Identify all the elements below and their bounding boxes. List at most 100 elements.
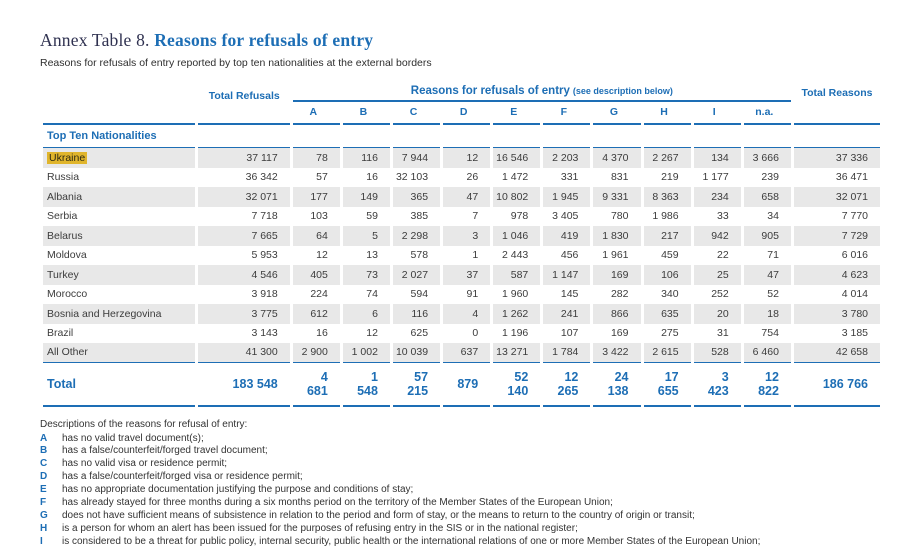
description-letter: B bbox=[40, 445, 48, 457]
reason-value-cell: 57 bbox=[316, 171, 328, 184]
total-reasons-cell: 4 014 bbox=[841, 288, 868, 301]
reason-value-cell: 978 bbox=[510, 210, 529, 223]
total-refusals-cell: 4 546 bbox=[197, 265, 290, 285]
total-reasons-cell: 37 336 bbox=[793, 148, 880, 168]
section-header-cell bbox=[593, 123, 641, 148]
reason-value-cell: 0 bbox=[472, 327, 479, 340]
reason-value-cell: 217 bbox=[643, 226, 691, 246]
reason-value-cell: 459 bbox=[661, 249, 679, 262]
reason-value-cell: 13 271 bbox=[493, 343, 541, 363]
reason-value-cell: 145 bbox=[560, 288, 579, 301]
description-letter: H bbox=[40, 522, 48, 534]
total-reasons-cell: 7 770 bbox=[841, 210, 868, 223]
reason-value-cell: 2 900 bbox=[292, 343, 340, 363]
section-header-cell bbox=[392, 123, 441, 148]
table-row: All Other 41 300 2 900 1 002 10 039 637 13 271… bbox=[43, 343, 880, 363]
reason-value-cell: 16 546 bbox=[493, 148, 541, 168]
reason-value-cell: 6 460 bbox=[743, 343, 791, 363]
description-text: does not have sufficient means of subsis… bbox=[62, 509, 695, 521]
reason-total-cell: 12 265 bbox=[543, 363, 591, 407]
reason-value-cell: 20 bbox=[693, 304, 741, 324]
reason-column-header: B bbox=[359, 106, 368, 118]
reason-value-cell: 456 bbox=[560, 249, 579, 262]
reason-value-cell: 831 bbox=[610, 171, 629, 184]
description-letter: E bbox=[40, 484, 47, 496]
section-header-cell bbox=[197, 123, 290, 148]
reason-value-cell: 2 203 bbox=[543, 148, 591, 168]
page-title-prefix: Annex Table 8. bbox=[40, 30, 150, 50]
description-letter: A bbox=[40, 432, 48, 444]
table-row: Serbia 7 718 103 59 385 7 978 3 405 780 1 986 33 34… bbox=[43, 207, 880, 227]
reason-total-cell: 1 548 bbox=[342, 363, 390, 407]
reason-value-cell: 4 bbox=[443, 304, 491, 324]
empty-header-cell bbox=[43, 102, 195, 123]
reason-value-cell: 16 bbox=[316, 327, 328, 340]
description-letter: I bbox=[40, 535, 43, 547]
total-refusals-cell: 37 117 bbox=[197, 148, 290, 168]
page-title: Annex Table 8. Reasons for refusals of e… bbox=[40, 30, 883, 51]
total-refusals-cell: 3 918 bbox=[251, 288, 278, 301]
reason-value-cell: 594 bbox=[410, 288, 429, 301]
description-letter: C bbox=[40, 458, 48, 470]
reason-value-cell: 1 945 bbox=[543, 187, 591, 207]
reason-value-cell: 18 bbox=[743, 304, 791, 324]
section-header-cell bbox=[342, 123, 390, 148]
description-text: is considered to be a threat for public … bbox=[62, 535, 761, 547]
total-refusals-cell: 32 071 bbox=[197, 187, 290, 207]
description-text: has a false/counterfeit/forged visa or r… bbox=[62, 471, 303, 483]
refusals-table: Total Refusals Reasons for refusals of e… bbox=[40, 83, 883, 407]
description-text: has already stayed for three months duri… bbox=[62, 497, 613, 509]
reason-value-cell: 52 bbox=[767, 288, 779, 301]
table-header-row-1: Total Refusals Reasons for refusals of e… bbox=[43, 83, 880, 102]
row-name-cell: Ukraine bbox=[43, 148, 195, 168]
reason-value-cell: 275 bbox=[661, 327, 679, 340]
reason-value-cell: 2 267 bbox=[643, 148, 691, 168]
reason-value-cell: 33 bbox=[717, 210, 729, 223]
highlighted-country-name: Ukraine bbox=[47, 151, 88, 164]
reason-value-cell: 149 bbox=[342, 187, 390, 207]
description-text: has no valid travel document(s); bbox=[62, 432, 204, 444]
reason-column-header: H bbox=[660, 106, 668, 118]
reason-value-cell: 12 bbox=[443, 148, 491, 168]
row-name-cell: Belarus bbox=[43, 226, 195, 246]
reason-column-header: E bbox=[510, 106, 518, 118]
reason-value-cell: 59 bbox=[366, 210, 378, 223]
reason-value-cell: 3 422 bbox=[593, 343, 641, 363]
reason-value-cell: 10 802 bbox=[493, 187, 541, 207]
table-row: Turkey 4 546 405 73 2 027 37 587 1 147 169 106 25 4… bbox=[43, 265, 880, 285]
reason-value-cell: 252 bbox=[711, 288, 729, 301]
page-title-main: Reasons for refusals of entry bbox=[154, 30, 374, 50]
reason-value-cell: 22 bbox=[717, 249, 729, 262]
table-row: Russia 36 342 57 16 32 103 26 1 472 331 831 219 1 … bbox=[43, 168, 880, 188]
reason-value-cell: 1 177 bbox=[702, 171, 729, 184]
total-refusals-header: Total Refusals bbox=[208, 90, 280, 102]
table-row: Moldova 5 953 12 13 578 1 2 443 456 1 961 459 22 71… bbox=[43, 246, 880, 266]
reason-value-cell: 2 443 bbox=[502, 249, 529, 262]
reason-value-cell: 385 bbox=[410, 210, 429, 223]
section-header-cell bbox=[543, 123, 591, 148]
reason-value-cell: 1 986 bbox=[652, 210, 679, 223]
total-refusals-cell: 3 775 bbox=[197, 304, 290, 324]
reason-value-cell: 4 370 bbox=[593, 148, 641, 168]
reason-value-cell: 6 bbox=[342, 304, 390, 324]
description-text: has a false/counterfeit/forged travel do… bbox=[62, 445, 268, 457]
table-row: Ukraine 37 117 78 116 7 944 12 16 546 2 203 4 37… bbox=[43, 148, 880, 168]
reason-value-cell: 578 bbox=[410, 249, 429, 262]
reason-value-cell: 134 bbox=[693, 148, 741, 168]
reason-value-cell: 10 039 bbox=[392, 343, 441, 363]
reason-value-cell: 9 331 bbox=[593, 187, 641, 207]
total-reasons-header: Total Reasons bbox=[801, 87, 873, 99]
reason-total-cell: 17 655 bbox=[643, 363, 691, 407]
reason-value-cell: 107 bbox=[560, 327, 579, 340]
reason-value-cell: 13 bbox=[366, 249, 378, 262]
reason-total-cell: 24 138 bbox=[593, 363, 641, 407]
reason-value-cell: 1 472 bbox=[502, 171, 529, 184]
reason-value-cell: 234 bbox=[693, 187, 741, 207]
reason-value-cell: 26 bbox=[466, 171, 479, 184]
